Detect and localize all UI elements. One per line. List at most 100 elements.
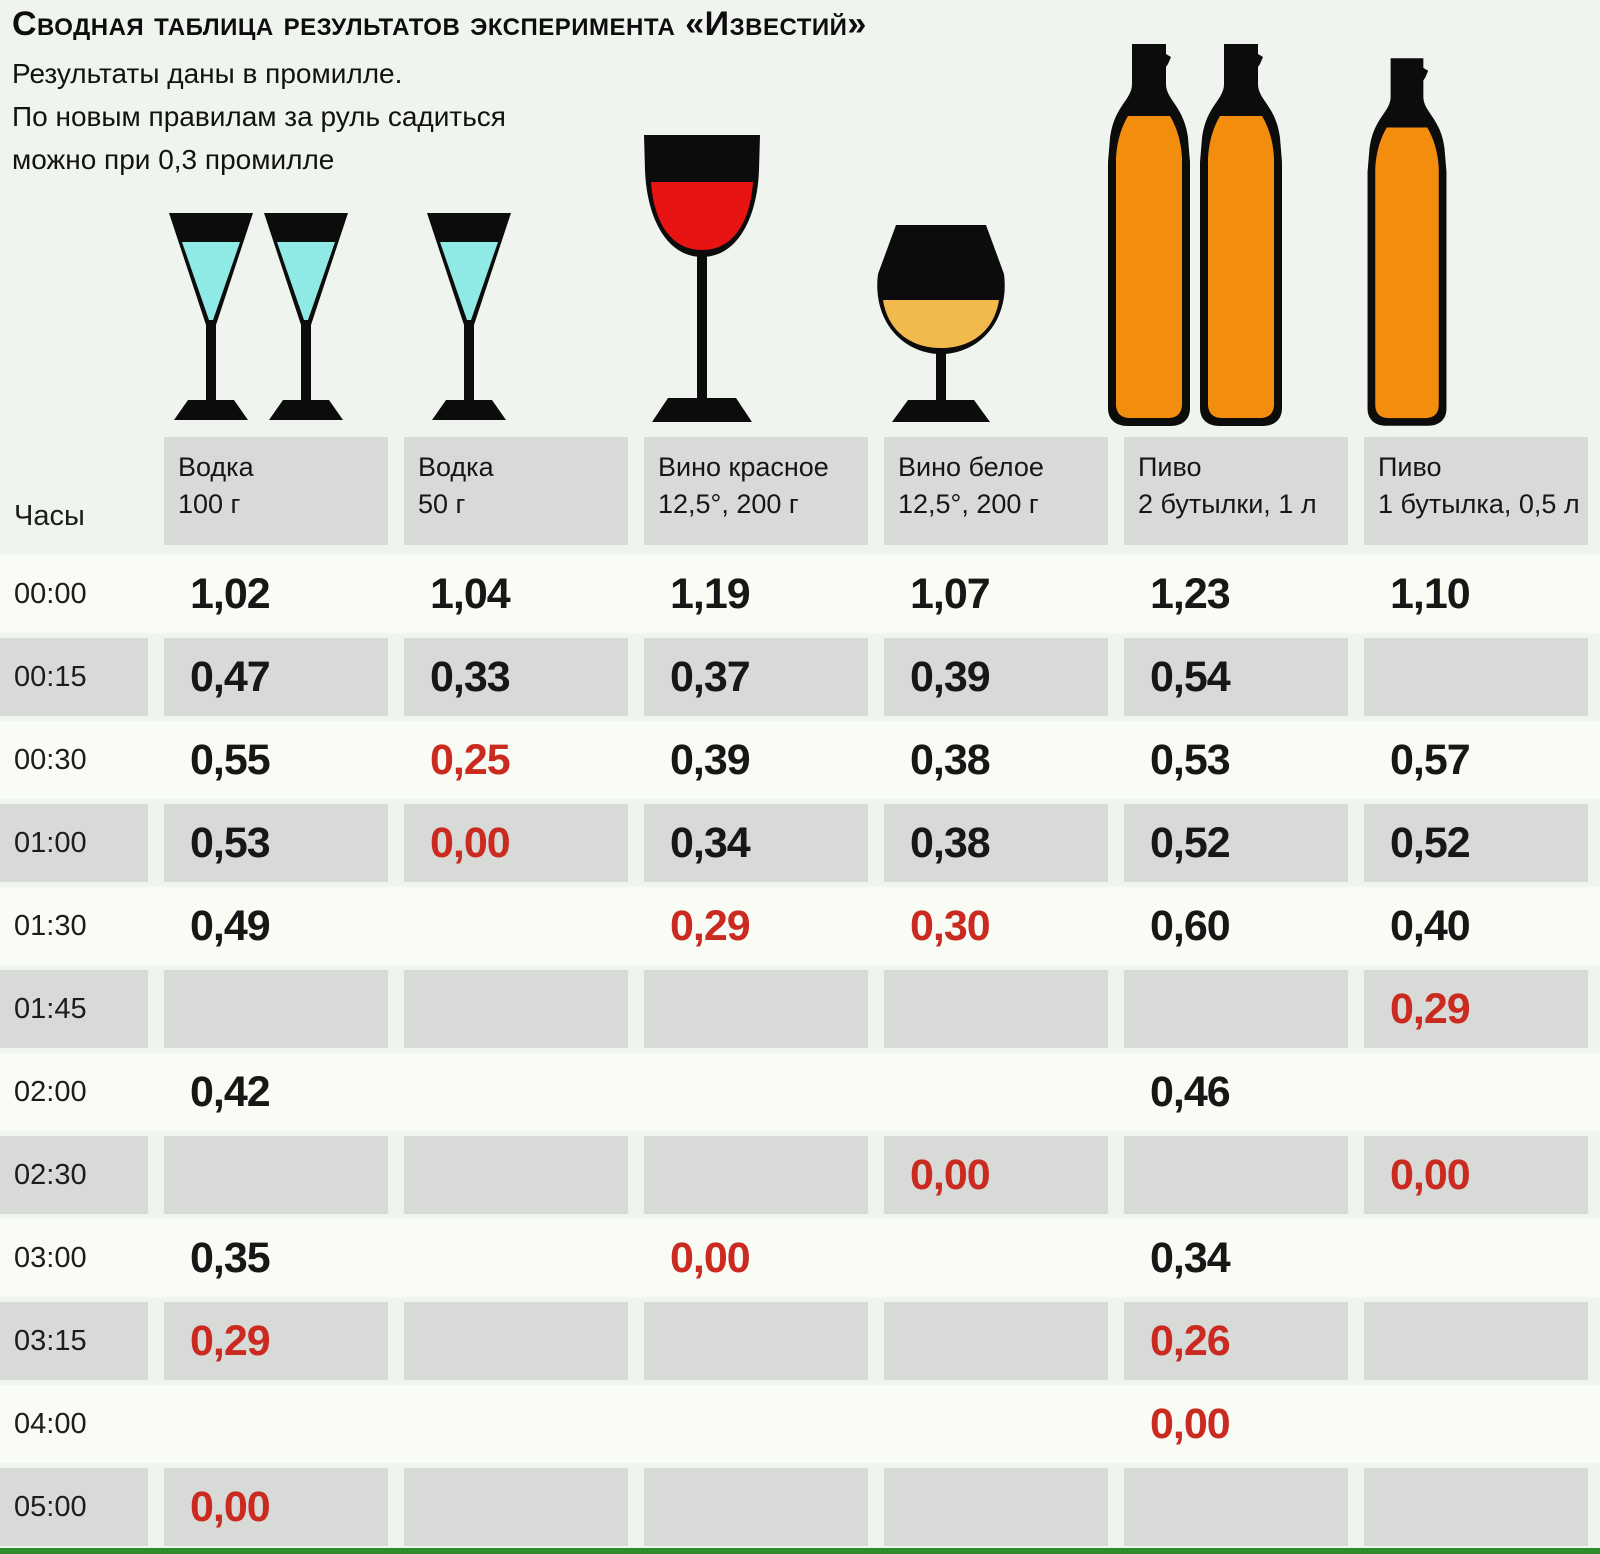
value-cell: [1124, 1468, 1348, 1546]
time-cell: 00:00: [14, 577, 87, 610]
bac-value: 0,46: [1150, 1067, 1231, 1116]
bac-value: 1,02: [190, 569, 271, 618]
value-cell: 0,54: [1124, 638, 1348, 716]
table-row: 02:00 0,42 0,46: [0, 1053, 1600, 1131]
bac-value: 0,53: [1150, 735, 1231, 784]
bac-value: 0,00: [910, 1150, 991, 1199]
time-cell: 05:00: [0, 1468, 148, 1546]
bac-value: 0,25: [430, 735, 511, 784]
value-cell: 1,23: [1124, 555, 1348, 633]
subtitle-line: можно при 0,3 промилле: [12, 144, 335, 175]
value-cell: 0,29: [644, 887, 868, 965]
column-header-amount: 2 бутылки, 1 л: [1138, 489, 1317, 519]
value-cell: [404, 1053, 628, 1131]
value-cell: 0,38: [884, 721, 1108, 799]
time-cell: 00:30: [14, 743, 87, 776]
value-cell: 0,00: [1364, 1136, 1588, 1214]
bac-value: 1,04: [430, 569, 511, 618]
table-row: 00:00 1,02 1,04 1,19 1,07 1,23 1,10: [0, 555, 1600, 633]
value-cell: 0,47: [164, 638, 388, 716]
column-header: Пиво 2 бутылки, 1 л: [1124, 437, 1348, 545]
value-cell: 0,46: [1124, 1053, 1348, 1131]
time-cell: 03:00: [14, 1241, 87, 1274]
time-cell: 02:30: [0, 1136, 148, 1214]
bac-value: 0,52: [1390, 818, 1471, 867]
bac-value: 0,37: [670, 652, 751, 701]
value-cell: 0,57: [1364, 721, 1588, 799]
column-header: Пиво 1 бутылка, 0,5 л: [1364, 437, 1588, 545]
column-header-amount: 12,5°, 200 г: [898, 489, 1039, 519]
value-cell: 1,19: [644, 555, 868, 633]
value-cell: 0,29: [164, 1302, 388, 1380]
value-cell: 0,26: [1124, 1302, 1348, 1380]
time-cell: 01:30: [14, 909, 87, 942]
beer-bottles-pair-icon: [1096, 42, 1294, 428]
column-header-amount: 12,5°, 200 г: [658, 489, 799, 519]
bac-value: 0,00: [1390, 1150, 1471, 1199]
value-cell: [164, 1136, 388, 1214]
value-cell: 0,39: [644, 721, 868, 799]
value-cell: [164, 970, 388, 1048]
value-cell: [404, 1385, 628, 1463]
table-row: 00:30 0,55 0,25 0,39 0,38 0,53 0,57: [0, 721, 1600, 799]
results-table-header: Часы Водка 100 г Водка 50 г Вино красное 12,5…: [0, 437, 1600, 545]
value-cell: 1,04: [404, 555, 628, 633]
value-cell: 0,49: [164, 887, 388, 965]
column-header: Вино белое 12,5°, 200 г: [884, 437, 1108, 545]
value-cell: [884, 1053, 1108, 1131]
value-cell: [1364, 1219, 1588, 1297]
value-cell: [884, 1385, 1108, 1463]
bac-value: 0,55: [190, 735, 271, 784]
value-cell: 1,07: [884, 555, 1108, 633]
bac-value: 0,29: [1390, 984, 1471, 1033]
value-cell: [1124, 1136, 1348, 1214]
bac-value: 0,00: [1150, 1399, 1231, 1448]
bac-value: 0,29: [670, 901, 751, 950]
value-cell: 0,35: [164, 1219, 388, 1297]
value-cell: [404, 1468, 628, 1546]
column-header-drink: Водка: [178, 452, 254, 482]
value-cell: 0,40: [1364, 887, 1588, 965]
value-cell: 0,39: [884, 638, 1108, 716]
bac-value: 0,33: [430, 652, 511, 701]
column-header: Водка 50 г: [404, 437, 628, 545]
time-cell: 01:00: [0, 804, 148, 882]
bac-value: 0,30: [910, 901, 991, 950]
hours-column-header: Часы: [14, 500, 85, 532]
bac-value: 1,23: [1150, 569, 1231, 618]
value-cell: [404, 970, 628, 1048]
value-cell: [644, 1385, 868, 1463]
bac-value: 0,00: [670, 1233, 751, 1282]
column-header-amount: 1 бутылка, 0,5 л: [1378, 489, 1580, 519]
subtitle-line: Результаты даны в промилле.: [12, 58, 403, 89]
value-cell: [1124, 970, 1348, 1048]
table-row: 03:00 0,35 0,00 0,34: [0, 1219, 1600, 1297]
time-cell: 02:00: [14, 1075, 87, 1108]
value-cell: 0,42: [164, 1053, 388, 1131]
bac-value: 0,60: [1150, 901, 1231, 950]
value-cell: [884, 1302, 1108, 1380]
value-cell: [404, 1219, 628, 1297]
column-header: Водка 100 г: [164, 437, 388, 545]
bac-value: 0,00: [190, 1482, 271, 1531]
subtitle: Результаты даны в промилле. По новым пра…: [12, 52, 506, 181]
value-cell: 0,00: [164, 1468, 388, 1546]
bac-value: 0,52: [1150, 818, 1231, 867]
value-cell: 0,53: [1124, 721, 1348, 799]
table-row: 05:00 0,00: [0, 1468, 1600, 1546]
value-cell: 0,60: [1124, 887, 1348, 965]
value-cell: 0,00: [1124, 1385, 1348, 1463]
time-cell: 04:00: [14, 1407, 87, 1440]
subtitle-line: По новым правилам за руль садиться: [12, 101, 506, 132]
bac-value: 0,35: [190, 1233, 271, 1282]
bac-value: 0,38: [910, 818, 991, 867]
bac-value: 0,38: [910, 735, 991, 784]
value-cell: [884, 1219, 1108, 1297]
bac-value: 1,10: [1390, 569, 1471, 618]
page-title: Сводная таблица результатов эксперимента…: [12, 5, 867, 43]
value-cell: [1364, 638, 1588, 716]
value-cell: 0,38: [884, 804, 1108, 882]
value-cell: [644, 1302, 868, 1380]
value-cell: 0,29: [1364, 970, 1588, 1048]
value-cell: [404, 887, 628, 965]
